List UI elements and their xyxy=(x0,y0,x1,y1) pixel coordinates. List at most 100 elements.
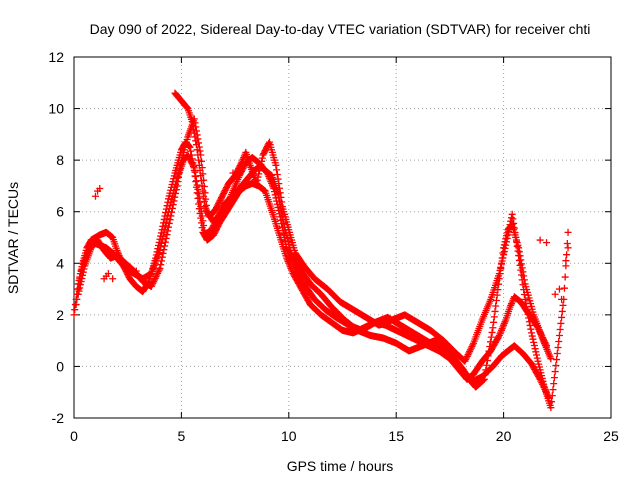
data-point xyxy=(564,244,572,252)
data-point xyxy=(520,291,528,299)
data-point xyxy=(554,344,562,352)
data-point xyxy=(557,319,565,327)
data-point xyxy=(147,282,155,290)
y-axis-label: SDTVAR / TECUs xyxy=(5,182,21,294)
data-point xyxy=(516,261,524,269)
data-point xyxy=(553,356,561,364)
data-point xyxy=(198,212,206,220)
data-point xyxy=(485,347,493,355)
data-point xyxy=(175,169,183,177)
data-point xyxy=(190,125,198,133)
data-point xyxy=(173,182,181,190)
data-point xyxy=(495,333,503,341)
data-point xyxy=(183,104,191,112)
data-point xyxy=(510,224,518,232)
data-point xyxy=(528,332,536,340)
data-point xyxy=(275,184,283,192)
data-point xyxy=(185,142,193,150)
x-tick-label: 5 xyxy=(178,428,186,444)
data-point xyxy=(161,242,169,250)
data-point xyxy=(170,197,178,205)
data-point xyxy=(550,380,558,388)
data-point xyxy=(265,140,273,148)
data-point xyxy=(162,218,170,226)
data-point xyxy=(192,141,200,149)
data-point xyxy=(469,341,477,349)
data-point xyxy=(503,234,511,242)
data-point xyxy=(166,216,174,224)
data-point xyxy=(104,270,112,278)
data-point xyxy=(156,246,164,254)
data-point xyxy=(484,352,492,360)
data-point xyxy=(497,263,505,271)
data-point xyxy=(74,290,82,298)
data-point xyxy=(488,328,496,336)
data-point xyxy=(462,354,470,362)
data-point xyxy=(536,236,544,244)
data-point xyxy=(560,284,568,292)
data-point xyxy=(71,306,79,314)
data-point xyxy=(461,357,469,365)
data-point xyxy=(194,185,202,193)
data-point xyxy=(195,190,203,198)
data-point xyxy=(169,201,177,209)
series-track-3 xyxy=(74,115,555,391)
data-point xyxy=(194,151,202,159)
data-point xyxy=(73,295,81,303)
data-point xyxy=(171,193,179,201)
data-point xyxy=(197,177,205,185)
data-point xyxy=(506,221,514,229)
data-point xyxy=(495,270,503,278)
data-point xyxy=(523,303,531,311)
data-point xyxy=(79,268,87,276)
data-point xyxy=(78,274,86,282)
data-point xyxy=(154,268,162,276)
data-point xyxy=(160,246,168,254)
data-point xyxy=(466,347,474,355)
data-point xyxy=(157,257,165,265)
data-point xyxy=(509,215,517,223)
data-point xyxy=(198,182,206,190)
data-point xyxy=(505,227,513,235)
data-point xyxy=(520,286,528,294)
data-point xyxy=(199,217,207,225)
data-point xyxy=(77,278,85,286)
data-point xyxy=(487,333,495,341)
data-point xyxy=(192,172,200,180)
data-point xyxy=(154,269,162,277)
data-point xyxy=(96,185,104,193)
data-point xyxy=(521,295,529,303)
data-point xyxy=(190,129,198,137)
data-point xyxy=(253,176,261,184)
data-point xyxy=(168,208,176,216)
data-point xyxy=(530,342,538,350)
data-point xyxy=(553,350,561,358)
data-point xyxy=(75,287,83,295)
data-point xyxy=(482,366,490,374)
data-point xyxy=(276,189,284,197)
data-point xyxy=(155,266,163,274)
data-point xyxy=(91,192,99,200)
y-tick-label: 12 xyxy=(48,49,64,65)
data-point xyxy=(163,215,171,223)
data-point xyxy=(257,160,265,168)
data-point xyxy=(468,343,476,351)
data-point xyxy=(151,274,159,282)
data-point xyxy=(80,265,88,273)
data-point xyxy=(533,354,541,362)
data-point xyxy=(514,247,522,255)
data-point xyxy=(188,117,196,125)
data-point xyxy=(76,284,84,292)
data-point xyxy=(512,233,520,241)
data-point xyxy=(193,181,201,189)
data-point xyxy=(192,137,200,145)
y-tick-label: 0 xyxy=(56,358,64,374)
data-point xyxy=(152,273,160,281)
data-point xyxy=(254,173,262,181)
data-point xyxy=(558,295,566,303)
data-point xyxy=(507,214,515,222)
data-point xyxy=(483,361,491,369)
data-point xyxy=(491,307,499,315)
data-point xyxy=(161,225,169,233)
